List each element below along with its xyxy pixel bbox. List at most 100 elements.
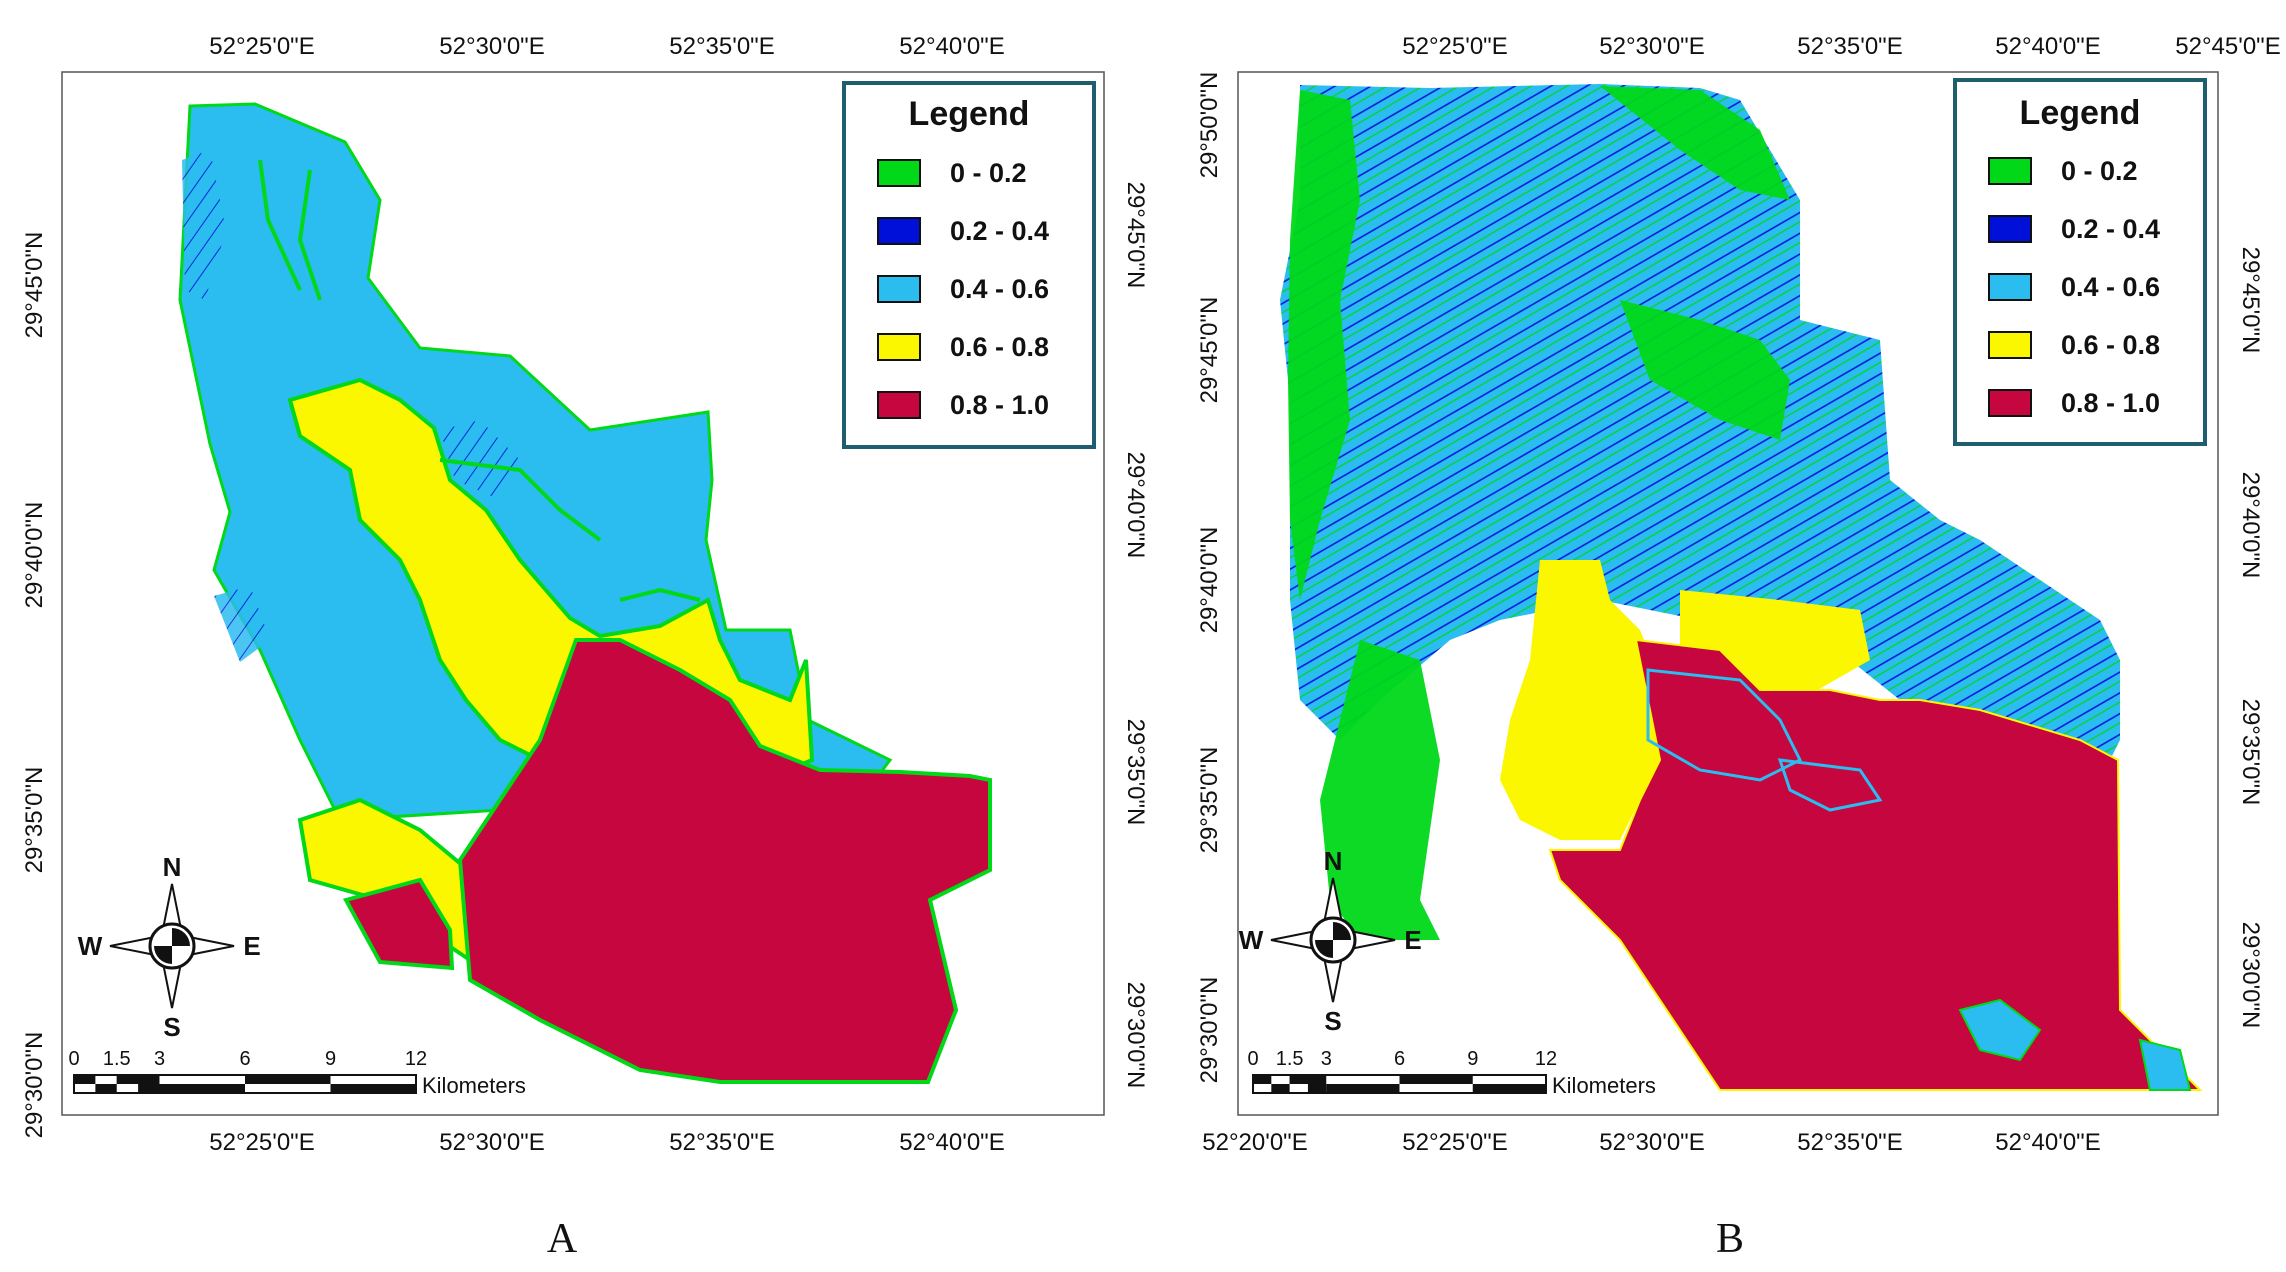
panel-b-legend-swatch: [1988, 389, 2032, 417]
panel-b-top-lon-labels: 52°25'0"E 52°30'0"E 52°35'0"E 52°40'0"E 52°4…: [1402, 33, 2280, 60]
panel-a-right-lat-label: 29°35'0"N: [1122, 719, 1149, 826]
scalebar-tick-label: 12: [1535, 1048, 1557, 1070]
compass-label-e: E: [1404, 925, 1421, 955]
panel-a-right-lat-label: 29°40'0"N: [1122, 452, 1149, 559]
scalebar-segment: [74, 1075, 96, 1084]
scalebar-tick-label: 0: [68, 1048, 79, 1070]
panel-a-left-lat-labels: 29°45'0"N 29°40'0"N 29°35'0"N 29°30'0"N: [21, 232, 48, 1139]
panel-b-class-0.6-0.8-region: [1500, 560, 1870, 840]
panel-b-top-lon-label: 52°35'0"E: [1797, 33, 1902, 60]
panel-a-legend-title: Legend: [909, 95, 1030, 133]
panel-a-top-lon-label: 52°40'0"E: [899, 33, 1004, 60]
panel-a-left-lat-label: 29°45'0"N: [21, 232, 48, 339]
panel-b-legend-swatch: [1988, 331, 2032, 359]
panel-b-left-lat-label: 29°45'0"N: [1196, 297, 1223, 404]
scalebar-tick-label: 3: [154, 1048, 165, 1070]
scalebar-tick-label: 1.5: [103, 1048, 131, 1070]
scalebar-segment: [330, 1084, 416, 1093]
compass-label-s: S: [163, 1012, 180, 1042]
scalebar-segment: [1399, 1075, 1473, 1084]
panel-b-right-lat-label: 29°35'0"N: [2237, 699, 2264, 806]
panel-a-top-lon-label: 52°35'0"E: [669, 33, 774, 60]
compass-label-w: W: [1239, 925, 1264, 955]
panel-a-legend-swatch: [877, 159, 921, 187]
panel-b-legend-swatch: [1988, 157, 2032, 185]
panel-a-legend-items: 0 - 0.2 0.2 - 0.4 0.4 - 0.6 0.6 - 0.8 0.8 - …: [877, 158, 1049, 420]
panel-a-bottom-lon-labels: 52°25'0"E 52°30'0"E 52°35'0"E 52°40'0"E: [209, 1129, 1004, 1156]
panel-b-left-lat-label: 29°50'0"N: [1196, 72, 1223, 179]
scalebar-segment: [95, 1084, 117, 1093]
panel-b-legend-swatch: [1988, 273, 2032, 301]
panel-b-legend-items: 0 - 0.2 0.2 - 0.4 0.4 - 0.6 0.6 - 0.8 0.8 - …: [1988, 156, 2160, 418]
panel-a-legend-label: 0.8 - 1.0: [950, 390, 1049, 420]
scalebar-segment: [1472, 1084, 1546, 1093]
compass-label-e: E: [243, 931, 260, 961]
panel-b-class-0-0.2-region: [1288, 86, 1790, 940]
panel-b-top-lon-label: 52°45'0"E: [2175, 33, 2280, 60]
panel-a-legend-label: 0.2 - 0.4: [950, 216, 1049, 246]
panel-a-top-lon-labels: 52°25'0"E 52°30'0"E 52°35'0"E 52°40'0"E: [209, 33, 1004, 60]
panel-b-bottom-lon-label: 52°20'0"E: [1202, 1129, 1307, 1156]
panel-a-left-lat-label: 29°30'0"N: [21, 1032, 48, 1139]
panel-b: Legend 0 - 0.2 0.2 - 0.4 0.4 - 0.6 0.6 - 0.…: [1196, 33, 2281, 1262]
panel-b-top-lon-label: 52°25'0"E: [1402, 33, 1507, 60]
panel-b-left-lat-label: 29°30'0"N: [1196, 977, 1223, 1084]
panel-a-legend-swatch: [877, 333, 921, 361]
scalebar-segment: [159, 1084, 245, 1093]
panel-a-right-lat-label: 29°45'0"N: [1122, 182, 1149, 289]
panel-b-left-lat-label: 29°40'0"N: [1196, 527, 1223, 634]
compass-label-n: N: [163, 852, 182, 882]
scalebar-unit: Kilometers: [422, 1073, 526, 1098]
scalebar-tick-label: 6: [239, 1048, 250, 1070]
scalebar-tick-label: 9: [325, 1048, 336, 1070]
scalebar-segment: [245, 1075, 331, 1084]
panel-b-bottom-lon-label: 52°25'0"E: [1402, 1129, 1507, 1156]
panel-b-top-lon-label: 52°40'0"E: [1995, 33, 2100, 60]
panel-b-top-lon-label: 52°30'0"E: [1599, 33, 1704, 60]
compass-quadrants: [1315, 922, 1351, 958]
panel-b-legend: Legend 0 - 0.2 0.2 - 0.4 0.4 - 0.6 0.6 - 0.…: [1953, 78, 2207, 446]
panel-b-bottom-lon-label: 52°35'0"E: [1797, 1129, 1902, 1156]
compass-label-s: S: [1324, 1006, 1341, 1036]
panel-b-coast-speckle: [1958, 998, 2192, 1091]
scalebar-tick-label: 9: [1467, 1048, 1478, 1070]
panel-b-compass: N S E W: [1239, 846, 1422, 1036]
panel-a-right-lat-labels: 29°45'0"N 29°40'0"N 29°35'0"N 29°30'0"N: [1122, 182, 1149, 1089]
panel-b-scalebar: 0 1.5 3 6 9 12 Kilometers: [1247, 1048, 1655, 1098]
panel-a-legend-label: 0.4 - 0.6: [950, 274, 1049, 304]
compass-label-n: N: [1324, 846, 1343, 876]
scalebar-segment: [1253, 1075, 1272, 1084]
scalebar-segment: [1307, 1084, 1327, 1093]
panel-b-legend-swatch: [1988, 215, 2032, 243]
panel-a-caption: A: [547, 1216, 578, 1262]
panel-a-blue-hatch: [182, 150, 226, 300]
panel-b-legend-title: Legend: [2020, 94, 2141, 132]
compass-label-w: W: [78, 931, 103, 961]
panel-a-top-lon-label: 52°25'0"E: [209, 33, 314, 60]
panel-b-left-lat-label: 29°35'0"N: [1196, 747, 1223, 854]
panel-a-legend-label: 0.6 - 0.8: [950, 332, 1049, 362]
panel-b-inner-outlines: [1646, 668, 1883, 812]
scalebar-segment: [116, 1075, 160, 1084]
panel-a-class-0.8-1.0-region: [343, 638, 992, 1084]
panel-a-legend-swatch: [877, 217, 921, 245]
panel-b-legend-label: 0.8 - 1.0: [2061, 388, 2160, 418]
panel-a-legend-swatch: [877, 391, 921, 419]
scalebar-segment: [1326, 1084, 1400, 1093]
panel-a-bottom-lon-label: 52°30'0"E: [439, 1129, 544, 1156]
panel-b-legend-label: 0.2 - 0.4: [2061, 214, 2160, 244]
panel-b-right-lat-label: 29°30'0"N: [2237, 922, 2264, 1029]
panel-a-left-lat-label: 29°40'0"N: [21, 502, 48, 609]
panel-a-blue-hatch-3: [214, 586, 270, 662]
scalebar-tick-label: 0: [1247, 1048, 1258, 1070]
compass-quadrants: [154, 928, 190, 964]
scalebar-segment: [1289, 1075, 1327, 1084]
panel-b-right-lat-labels: 29°45'0"N 29°40'0"N 29°35'0"N 29°30'0"N: [2237, 247, 2264, 1029]
panel-b-left-lat-labels: 29°50'0"N 29°45'0"N 29°40'0"N 29°35'0"N 29°3…: [1196, 72, 1223, 1084]
panel-a-compass: N S E W: [78, 852, 261, 1042]
panel-b-right-lat-label: 29°45'0"N: [2237, 247, 2264, 354]
panel-a-right-lat-label: 29°30'0"N: [1122, 982, 1149, 1089]
scalebar-tick-label: 6: [1394, 1048, 1405, 1070]
panel-a-legend-label: 0 - 0.2: [950, 158, 1027, 188]
